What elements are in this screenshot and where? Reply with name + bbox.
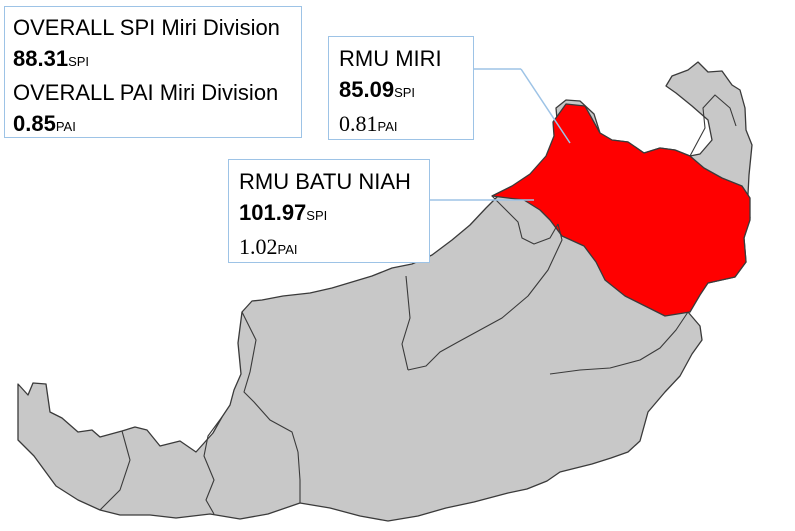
- boundary-interior: [401, 275, 411, 371]
- boundary-central-ridge: [407, 223, 563, 371]
- pai-value: 0.85: [13, 111, 56, 136]
- spi-value: 88.31: [13, 46, 69, 71]
- boundary-east-river: [549, 311, 689, 375]
- rmu-miri-spi-unit: SPI: [394, 85, 416, 100]
- rmu-batu-niah-title: RMU BATU NIAH: [239, 169, 411, 194]
- boundary-limbang-inlet: [689, 94, 737, 157]
- rmu-miri-pai-value: 0.81: [339, 111, 378, 136]
- miri-division-highlight: [491, 103, 751, 317]
- rmu-miri-callout: RMU MIRI 85.09SPI 0.81PAI: [328, 36, 474, 140]
- rmu-miri-pai-line: 0.81PAI: [339, 108, 463, 142]
- spi-value-line: 88.31SPI: [13, 43, 293, 77]
- rmu-batu-niah-spi-unit: SPI: [306, 208, 328, 223]
- pai-title: OVERALL PAI Miri Division: [13, 80, 279, 105]
- rmu-miri-title: RMU MIRI: [339, 46, 442, 71]
- rmu-miri-pai-unit: PAI: [377, 119, 398, 134]
- rmu-batu-niah-pai-value: 1.02: [239, 234, 278, 259]
- pai-unit: PAI: [55, 119, 76, 134]
- pai-value-line: 0.85PAI: [13, 108, 293, 142]
- boundary-south: [203, 416, 223, 515]
- rmu-batu-niah-pai-unit: PAI: [277, 242, 298, 257]
- rmu-miri-spi-line: 85.09SPI: [339, 74, 463, 108]
- leader-line-rmu-miri-diagonal: [520, 68, 571, 144]
- division-summary-box: OVERALL SPI Miri Division 88.31SPI OVERA…: [4, 6, 302, 138]
- spi-title: OVERALL SPI Miri Division: [13, 15, 280, 40]
- rmu-batu-niah-callout: RMU BATU NIAH 101.97SPI 1.02PAI: [228, 159, 430, 263]
- pai-title-line: OVERALL PAI Miri Division: [13, 77, 293, 108]
- spi-title-line: OVERALL SPI Miri Division: [13, 12, 293, 43]
- boundary-mid-south: [297, 451, 301, 503]
- boundary-southwest-tip: [99, 430, 131, 511]
- spi-unit: SPI: [68, 54, 90, 69]
- rmu-miri-spi-value: 85.09: [339, 77, 395, 102]
- rmu-batu-niah-spi-line: 101.97SPI: [239, 197, 419, 231]
- boundary-batu-niah-west: [491, 195, 559, 245]
- boundary-south-west: [241, 311, 299, 453]
- rmu-batu-niah-title-line: RMU BATU NIAH: [239, 166, 419, 197]
- rmu-miri-title-line: RMU MIRI: [339, 43, 463, 74]
- rmu-batu-niah-pai-line: 1.02PAI: [239, 231, 419, 265]
- rmu-batu-niah-spi-value: 101.97: [239, 200, 307, 225]
